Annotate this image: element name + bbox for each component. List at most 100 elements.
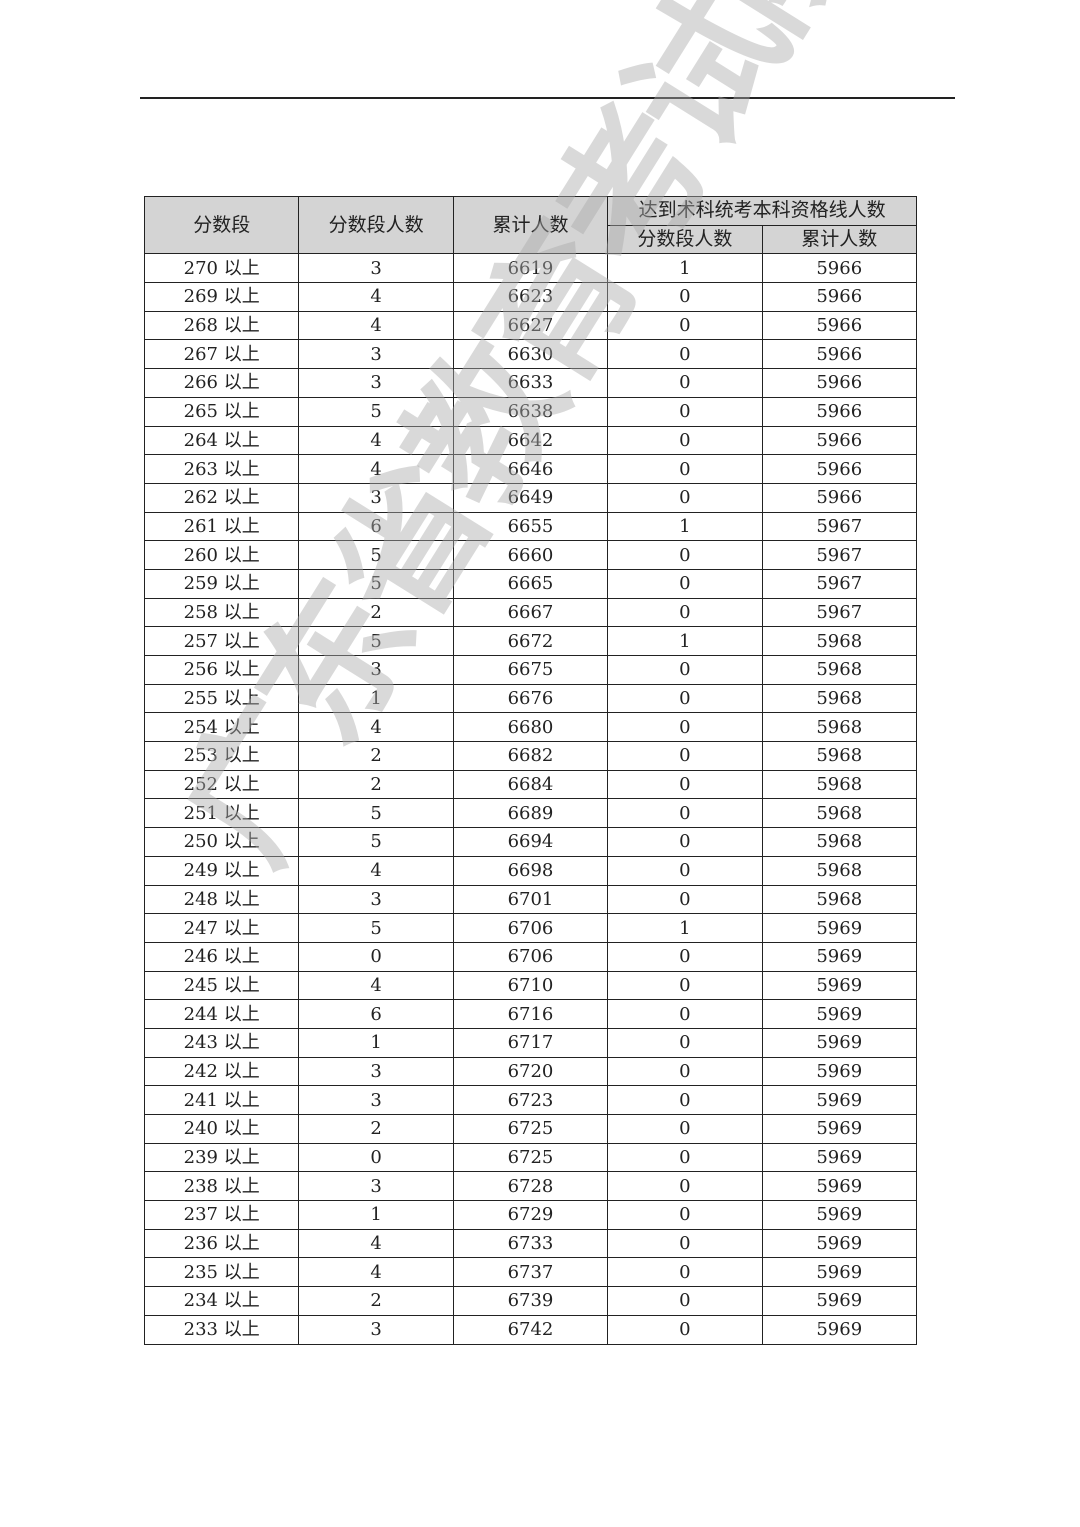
- qualified-band-count-cell: 0: [607, 540, 763, 570]
- table-row: 243 以上 1 6717 0 5969: [143, 1027, 917, 1058]
- score-band-cell: 251 以上: [143, 798, 300, 829]
- cumulative-count-cell: 6710: [452, 970, 609, 1001]
- qualified-cumulative-cell: 5969: [761, 1027, 917, 1058]
- score-band-cell: 248 以上: [143, 884, 300, 915]
- score-band-cell: 242 以上: [143, 1056, 300, 1087]
- qualified-band-count-cell: 1: [607, 253, 763, 284]
- qualified-band-count-cell: 0: [607, 1257, 763, 1288]
- qualified-cumulative-cell: 5969: [761, 1085, 917, 1115]
- qualified-cumulative-cell: 5967: [761, 597, 917, 628]
- qualified-cumulative-cell: 5968: [761, 626, 917, 656]
- cumulative-count-cell: 6694: [452, 827, 609, 857]
- table-row: 269 以上 4 6623 0 5966: [143, 282, 917, 312]
- table-row: 257 以上 5 6672 1 5968: [143, 626, 917, 656]
- band-count-cell: 2: [298, 597, 454, 628]
- band-count-cell: 4: [298, 712, 454, 743]
- band-count-cell: 6: [298, 511, 454, 542]
- table-row: 260 以上 5 6660 0 5967: [143, 540, 917, 570]
- header-rule: [140, 97, 955, 99]
- table-row: 250 以上 5 6694 0 5968: [143, 827, 917, 857]
- qualified-band-count-cell: 0: [607, 1228, 763, 1259]
- qualified-band-count-cell: 0: [607, 568, 763, 599]
- qualified-band-count-cell: 0: [607, 1314, 763, 1345]
- qualified-cumulative-cell: 5969: [761, 1114, 917, 1144]
- band-count-cell: 4: [298, 1257, 454, 1288]
- score-band-cell: 268 以上: [143, 310, 300, 341]
- score-band-cell: 266 以上: [143, 368, 300, 398]
- cumulative-count-cell: 6739: [452, 1286, 609, 1316]
- table-row: 246 以上 0 6706 0 5969: [143, 941, 917, 972]
- qualified-cumulative-cell: 5966: [761, 282, 917, 312]
- cumulative-count-cell: 6660: [452, 540, 609, 570]
- band-count-cell: 4: [298, 1228, 454, 1259]
- header-band-count: 分数段人数: [298, 195, 454, 255]
- score-band-cell: 259 以上: [143, 568, 300, 599]
- qualified-band-count-cell: 0: [607, 855, 763, 886]
- qualified-band-count-cell: 0: [607, 970, 763, 1001]
- header-score-band: 分数段: [143, 195, 300, 255]
- band-count-cell: 3: [298, 1171, 454, 1202]
- cumulative-count-cell: 6742: [452, 1314, 609, 1345]
- qualified-band-count-cell: 0: [607, 339, 763, 370]
- table-row: 233 以上 3 6742 0 5969: [143, 1314, 917, 1345]
- table-row: 248 以上 3 6701 0 5968: [143, 884, 917, 915]
- band-count-cell: 0: [298, 1142, 454, 1173]
- cumulative-count-cell: 6638: [452, 396, 609, 427]
- qualified-band-count-cell: 1: [607, 913, 763, 943]
- qualified-cumulative-cell: 5969: [761, 1200, 917, 1230]
- score-band-cell: 249 以上: [143, 855, 300, 886]
- score-band-cell: 254 以上: [143, 712, 300, 743]
- table-row: 245 以上 4 6710 0 5969: [143, 970, 917, 1001]
- qualified-cumulative-cell: 5966: [761, 253, 917, 284]
- band-count-cell: 5: [298, 396, 454, 427]
- cumulative-count-cell: 6698: [452, 855, 609, 886]
- score-band-cell: 253 以上: [143, 741, 300, 771]
- score-band-cell: 260 以上: [143, 540, 300, 570]
- qualified-band-count-cell: 0: [607, 827, 763, 857]
- cumulative-count-cell: 6642: [452, 425, 609, 456]
- qualified-band-count-cell: 0: [607, 1171, 763, 1202]
- qualified-cumulative-cell: 5968: [761, 741, 917, 771]
- qualified-cumulative-cell: 5969: [761, 1228, 917, 1259]
- score-band-cell: 247 以上: [143, 913, 300, 943]
- score-distribution-table: 分数段 分数段人数 累计人数 达到术科统考本科资格线人数 分数段人数 累计人数 …: [143, 195, 917, 1345]
- table-row: 266 以上 3 6633 0 5966: [143, 368, 917, 398]
- cumulative-count-cell: 6723: [452, 1085, 609, 1115]
- score-band-cell: 267 以上: [143, 339, 300, 370]
- cumulative-count-cell: 6729: [452, 1200, 609, 1230]
- table-row: 256 以上 3 6675 0 5968: [143, 655, 917, 685]
- table-row: 237 以上 1 6729 0 5969: [143, 1200, 917, 1230]
- band-count-cell: 3: [298, 1056, 454, 1087]
- band-count-cell: 1: [298, 683, 454, 714]
- band-count-cell: 2: [298, 1286, 454, 1316]
- cumulative-count-cell: 6716: [452, 999, 609, 1029]
- cumulative-count-cell: 6733: [452, 1228, 609, 1259]
- table-row: 240 以上 2 6725 0 5969: [143, 1114, 917, 1144]
- qualified-cumulative-cell: 5966: [761, 310, 917, 341]
- qualified-cumulative-cell: 5967: [761, 568, 917, 599]
- band-count-cell: 3: [298, 1085, 454, 1115]
- header-qualified-cumulative: 累计人数: [761, 224, 917, 255]
- qualified-band-count-cell: 0: [607, 482, 763, 513]
- cumulative-count-cell: 6725: [452, 1114, 609, 1144]
- score-band-cell: 246 以上: [143, 941, 300, 972]
- qualified-band-count-cell: 0: [607, 368, 763, 398]
- qualified-cumulative-cell: 5966: [761, 454, 917, 484]
- qualified-cumulative-cell: 5969: [761, 999, 917, 1029]
- qualified-cumulative-cell: 5969: [761, 1142, 917, 1173]
- table-row: 270 以上 3 6619 1 5966: [143, 253, 917, 284]
- cumulative-count-cell: 6633: [452, 368, 609, 398]
- band-count-cell: 4: [298, 970, 454, 1001]
- cumulative-count-cell: 6676: [452, 683, 609, 714]
- qualified-cumulative-cell: 5966: [761, 482, 917, 513]
- qualified-band-count-cell: 0: [607, 396, 763, 427]
- cumulative-count-cell: 6728: [452, 1171, 609, 1202]
- qualified-cumulative-cell: 5968: [761, 769, 917, 800]
- qualified-cumulative-cell: 5969: [761, 970, 917, 1001]
- qualified-band-count-cell: 0: [607, 1114, 763, 1144]
- score-band-cell: 261 以上: [143, 511, 300, 542]
- table-row: 241 以上 3 6723 0 5969: [143, 1085, 917, 1115]
- band-count-cell: 3: [298, 1314, 454, 1345]
- table-header: 分数段 分数段人数 累计人数 达到术科统考本科资格线人数 分数段人数 累计人数: [143, 195, 917, 255]
- qualified-cumulative-cell: 5969: [761, 1056, 917, 1087]
